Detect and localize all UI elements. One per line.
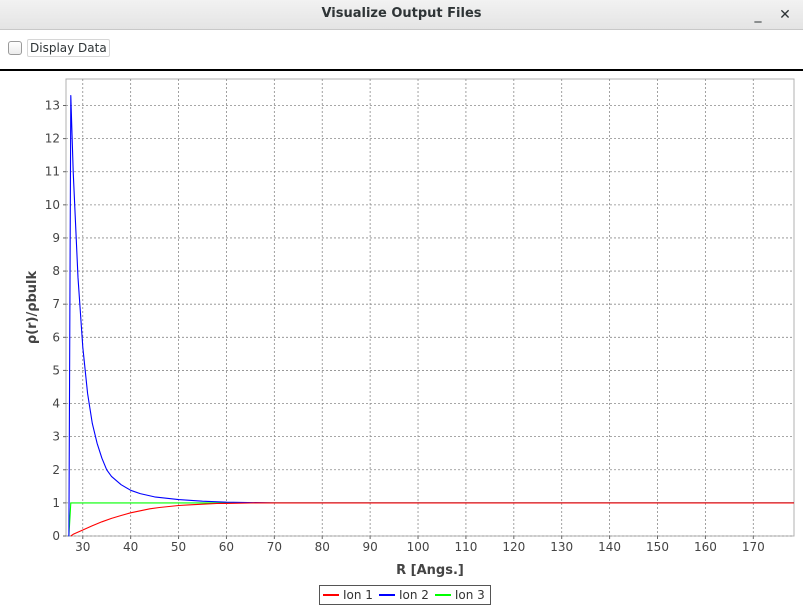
legend-label: Ion 1 [343, 588, 373, 602]
x-tick-label: 120 [502, 540, 525, 554]
minimize-button[interactable]: _ [754, 7, 762, 23]
x-tick-label: 60 [219, 540, 234, 554]
y-tick-label: 11 [45, 165, 60, 179]
y-tick-label: 3 [52, 430, 60, 444]
chart-area: 30 40 50 60 70 80 90 100 110 120 130 140 150 160 170 0 1… [0, 71, 803, 607]
x-tick-label: 40 [123, 540, 138, 554]
y-tick-label: 1 [52, 496, 60, 510]
x-tick-label: 160 [694, 540, 717, 554]
y-tick-label: 8 [52, 264, 60, 278]
y-tick-label: 9 [52, 231, 60, 245]
window-titlebar: Visualize Output Files _ ✕ [0, 0, 803, 30]
display-data-checkbox[interactable] [8, 41, 22, 55]
legend-item: Ion 3 [434, 588, 485, 602]
y-tick-label: 7 [52, 297, 60, 311]
x-tick-label: 90 [362, 540, 377, 554]
window-title: Visualize Output Files [321, 6, 482, 21]
legend-swatch [323, 594, 339, 596]
display-data-checkbox-group[interactable]: Display Data [8, 38, 110, 58]
x-tick-label: 130 [550, 540, 573, 554]
chart-legend: Ion 1 Ion 2 Ion 3 [319, 585, 491, 605]
series-line-ion-1 [70, 502, 794, 537]
y-tick-label: 4 [52, 397, 60, 411]
toolbar-divider [0, 69, 803, 71]
chart-svg: 30 40 50 60 70 80 90 100 110 120 130 140 150 160 17001… [25, 78, 795, 578]
x-tick-label: 30 [75, 540, 90, 554]
x-tick-label: 140 [598, 540, 621, 554]
close-button[interactable]: ✕ [779, 7, 791, 23]
x-axis-label: R [Angs.] [396, 563, 464, 578]
y-tick-label: 6 [52, 330, 60, 344]
legend-swatch [434, 594, 451, 596]
legend-item: Ion 2 [378, 588, 429, 602]
x-tick-label: 170 [742, 540, 765, 554]
y-tick-label: 10 [45, 198, 60, 212]
y-axis-label: ρ(r)/ρbulk [25, 270, 40, 344]
x-tick-label: 150 [646, 540, 669, 554]
x-tick-label: 100 [407, 540, 430, 554]
x-tick-label: 70 [267, 540, 282, 554]
legend-label: Ion 2 [398, 588, 429, 602]
x-tick-label: 110 [454, 540, 477, 554]
legend-label: Ion 3 [454, 588, 485, 602]
x-tick-label: 80 [315, 540, 330, 554]
legend-item: Ion 1 [323, 588, 373, 602]
y-tick-label: 5 [52, 363, 60, 377]
plot-background [65, 78, 795, 537]
legend-swatch [378, 594, 395, 596]
x-tick-label: 50 [171, 540, 186, 554]
series-line-ion-2 [68, 95, 794, 537]
y-tick-label: 0 [52, 529, 60, 543]
y-tick-label: 12 [45, 132, 60, 146]
y-tick-label: 2 [52, 463, 60, 477]
y-tick-label: 13 [45, 98, 60, 112]
display-data-label[interactable]: Display Data [27, 39, 110, 57]
toolbar [0, 30, 803, 70]
